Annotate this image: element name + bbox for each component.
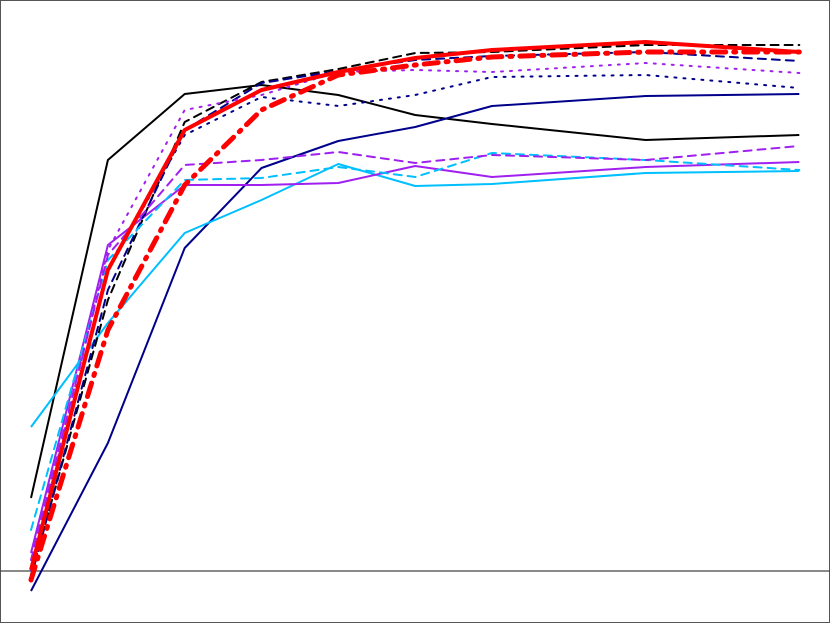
series-line-3 <box>30 163 800 428</box>
series-line-1 <box>30 84 800 499</box>
series-line-12 <box>28 49 802 583</box>
series-line-8 <box>30 145 801 561</box>
series-line-11 <box>29 40 800 571</box>
series-line-10 <box>30 74 801 576</box>
series-line-5 <box>30 44 801 576</box>
series-line-2 <box>30 93 800 592</box>
series-line-6 <box>30 51 801 579</box>
